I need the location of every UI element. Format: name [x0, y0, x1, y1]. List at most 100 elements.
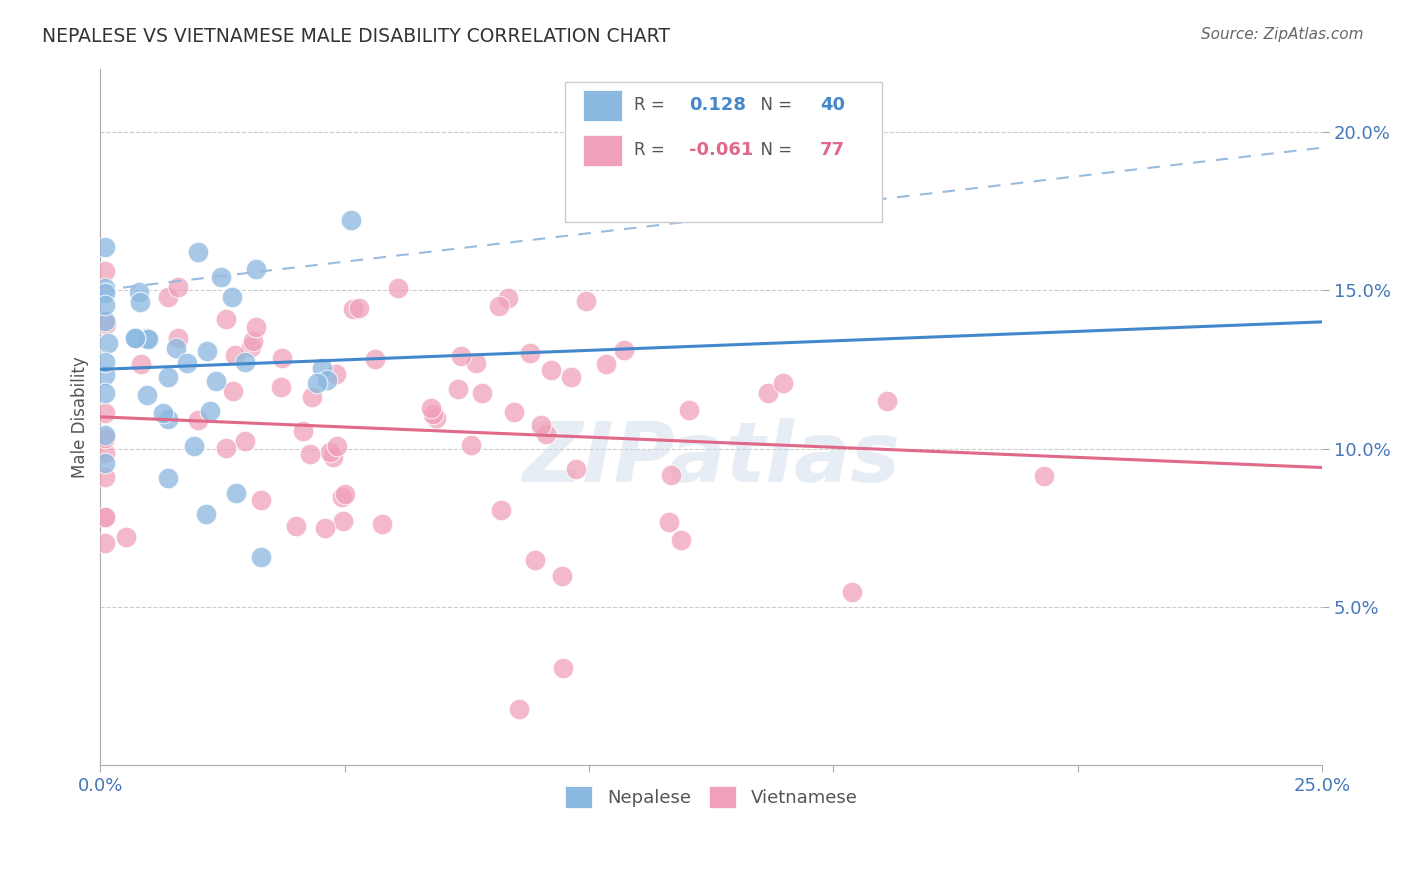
Point	[165, 341, 187, 355]
Point	[205, 374, 228, 388]
Point	[333, 486, 356, 500]
Point	[94, 536, 117, 550]
Point	[245, 262, 267, 277]
Point	[183, 439, 205, 453]
Point	[240, 340, 263, 354]
Point	[215, 441, 238, 455]
FancyBboxPatch shape	[565, 82, 883, 222]
Point	[316, 373, 339, 387]
Point	[94, 431, 117, 445]
Point	[508, 702, 530, 716]
Point	[94, 317, 117, 331]
Point	[156, 411, 179, 425]
Point	[97, 336, 120, 351]
Point	[496, 292, 519, 306]
Point	[233, 434, 256, 449]
Point	[94, 298, 117, 312]
Point	[613, 343, 636, 358]
Point	[94, 368, 117, 383]
Point	[233, 355, 256, 369]
Point	[291, 424, 314, 438]
Point	[325, 367, 347, 381]
Point	[166, 331, 188, 345]
Text: R =: R =	[634, 142, 671, 160]
Point	[222, 384, 245, 399]
Point	[523, 553, 546, 567]
Point	[425, 411, 447, 425]
Point	[540, 363, 562, 377]
Text: R =: R =	[634, 96, 671, 114]
Point	[94, 406, 117, 420]
Point	[225, 485, 247, 500]
Point	[332, 514, 354, 528]
Point	[342, 301, 364, 316]
Point	[242, 334, 264, 348]
Point	[551, 661, 574, 675]
Point	[187, 245, 209, 260]
Point	[530, 417, 553, 432]
Point	[465, 356, 488, 370]
Point	[678, 403, 700, 417]
Point	[550, 569, 572, 583]
Point	[94, 355, 117, 369]
Point	[419, 401, 441, 415]
Point	[301, 390, 323, 404]
Point	[195, 343, 218, 358]
Text: ZIPatlas: ZIPatlas	[523, 418, 900, 500]
Point	[489, 503, 512, 517]
Text: -0.061: -0.061	[689, 142, 754, 160]
Point	[94, 281, 117, 295]
Point	[270, 380, 292, 394]
Point	[387, 281, 409, 295]
Point	[322, 450, 344, 464]
Point	[311, 361, 333, 376]
Point	[756, 385, 779, 400]
Point	[94, 470, 117, 484]
Point	[422, 407, 444, 421]
Point	[298, 447, 321, 461]
Point	[560, 370, 582, 384]
Point	[659, 468, 682, 483]
Text: N =: N =	[751, 142, 797, 160]
Point	[447, 383, 470, 397]
Point	[94, 446, 117, 460]
Point	[841, 585, 863, 599]
Point	[772, 376, 794, 391]
Point	[186, 413, 208, 427]
Point	[94, 285, 117, 300]
Point	[565, 462, 588, 476]
Point	[319, 444, 342, 458]
Point	[370, 516, 392, 531]
Point	[876, 393, 898, 408]
Point	[124, 330, 146, 344]
Point	[575, 294, 598, 309]
Point	[157, 369, 180, 384]
Point	[270, 351, 292, 365]
Point	[471, 386, 494, 401]
Point	[198, 403, 221, 417]
Point	[136, 388, 159, 402]
Point	[536, 426, 558, 441]
Point	[194, 507, 217, 521]
Text: 0.128: 0.128	[689, 96, 747, 114]
Point	[285, 519, 308, 533]
Point	[94, 314, 117, 328]
Point	[658, 515, 681, 529]
Point	[245, 320, 267, 334]
Point	[519, 346, 541, 360]
Legend: Nepalese, Vietnamese: Nepalese, Vietnamese	[558, 779, 865, 815]
Point	[503, 405, 526, 419]
Point	[156, 471, 179, 485]
Point	[450, 349, 472, 363]
Text: N =: N =	[751, 96, 797, 114]
Point	[157, 290, 180, 304]
Point	[460, 438, 482, 452]
Point	[224, 348, 246, 362]
Point	[1032, 468, 1054, 483]
FancyBboxPatch shape	[583, 89, 621, 120]
Point	[94, 239, 117, 253]
Point	[340, 213, 363, 227]
Point	[326, 439, 349, 453]
Point	[176, 356, 198, 370]
Point	[221, 290, 243, 304]
